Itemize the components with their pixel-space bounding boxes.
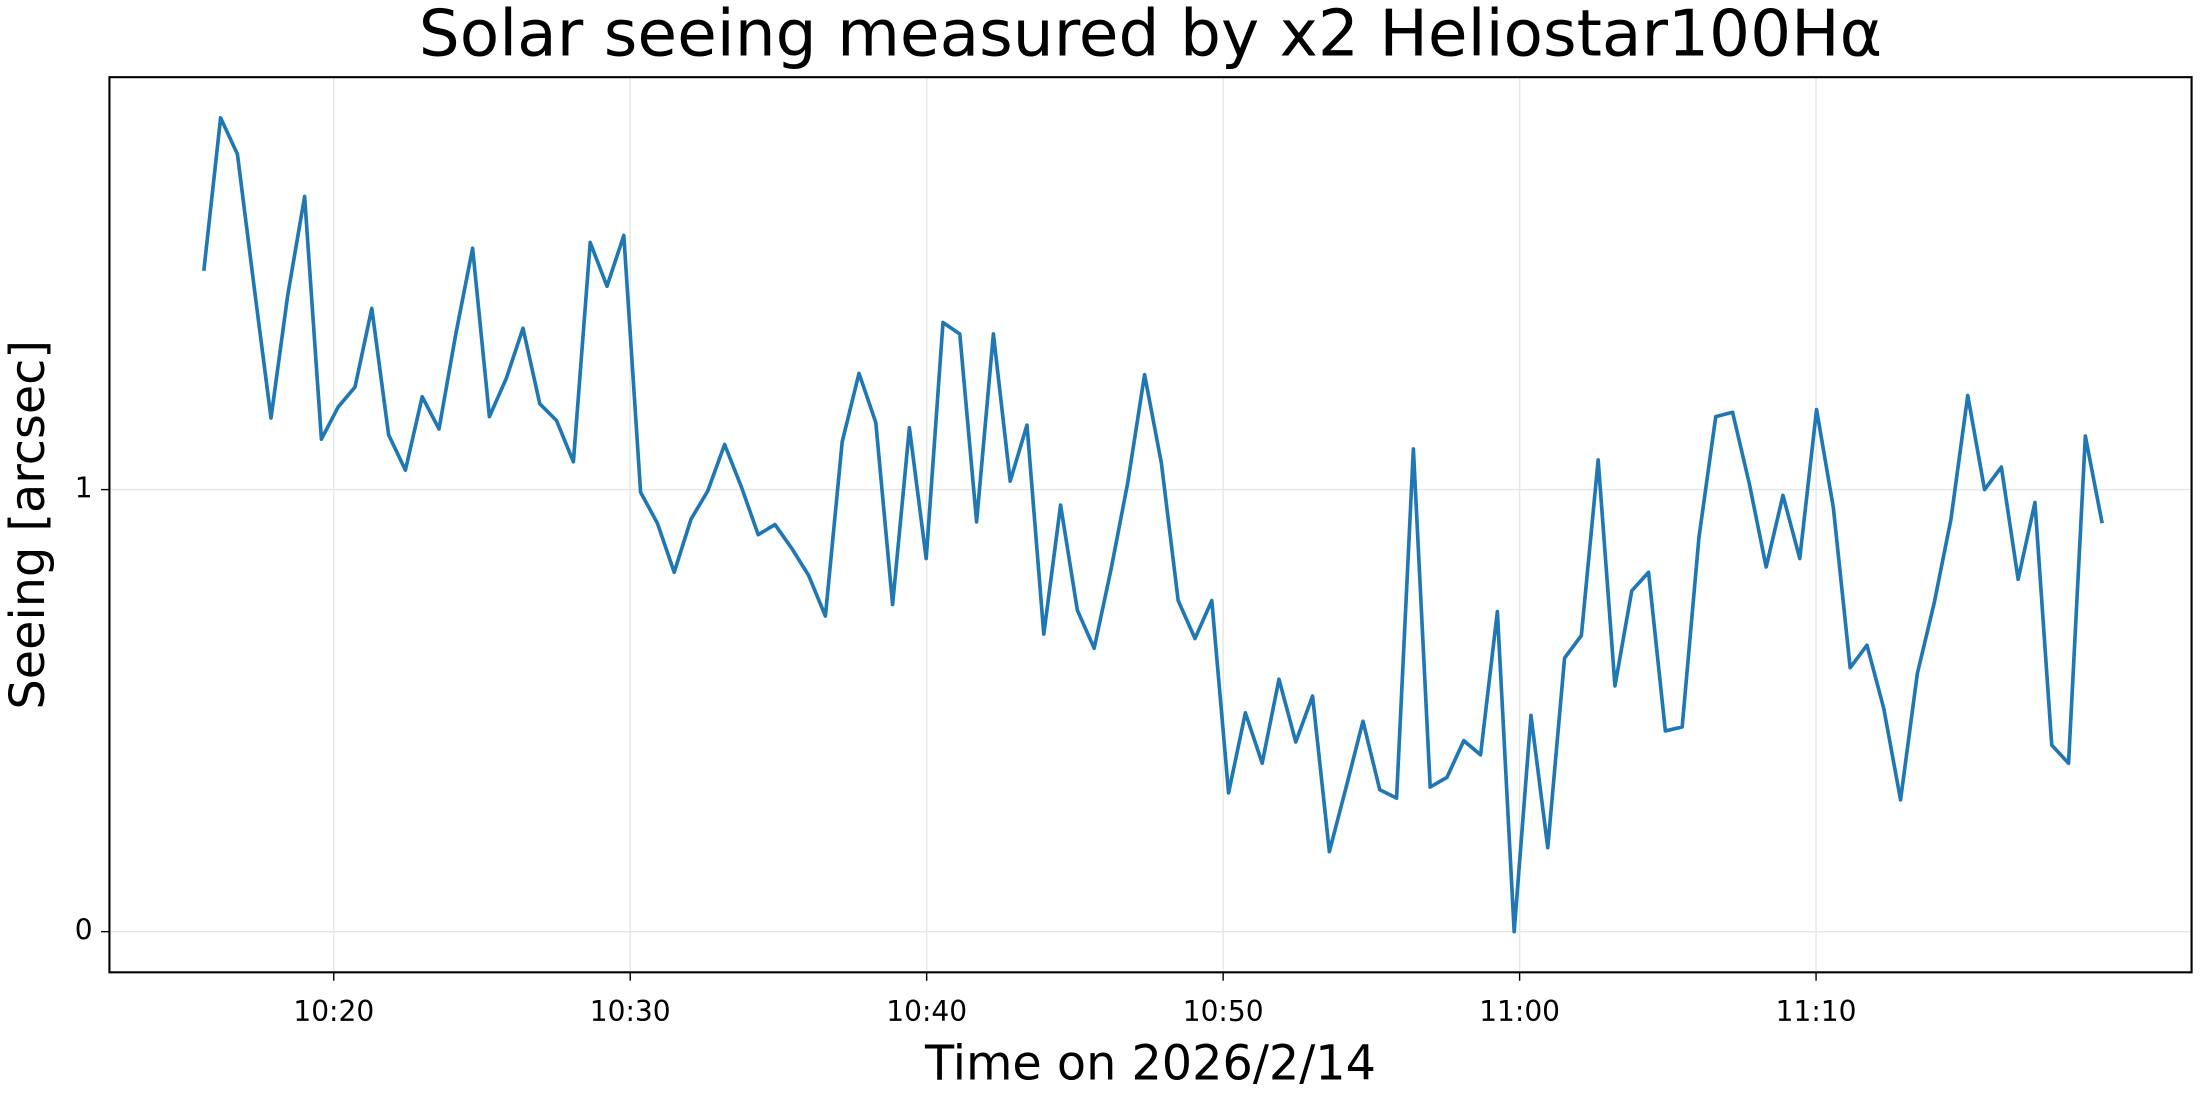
- chart-title: Solar seeing measured by x2 Heliostar100…: [419, 0, 1882, 71]
- x-tick-label: 11:00: [1479, 995, 1560, 1028]
- x-tick-label: 10:30: [590, 995, 671, 1028]
- x-tick-label: 10:40: [886, 995, 967, 1028]
- grid: 0 1 10:20 10:30 10:40 10:50 11:00 11:10: [75, 77, 2192, 1028]
- x-tick-label: 10:50: [1183, 995, 1264, 1028]
- data-line: [201, 116, 2104, 934]
- y-axis-label: Seeing [arcsec]: [1, 340, 56, 709]
- x-tick-label: 11:10: [1776, 995, 1857, 1028]
- x-tick-label: 10:20: [293, 995, 374, 1028]
- plot-area: [201, 116, 2104, 934]
- y-tick-label: 0: [75, 914, 93, 947]
- x-axis-label: Time on 2026/2/14: [924, 1036, 1376, 1091]
- y-tick-label: 1: [75, 472, 93, 505]
- axes-frame: [108, 76, 2193, 974]
